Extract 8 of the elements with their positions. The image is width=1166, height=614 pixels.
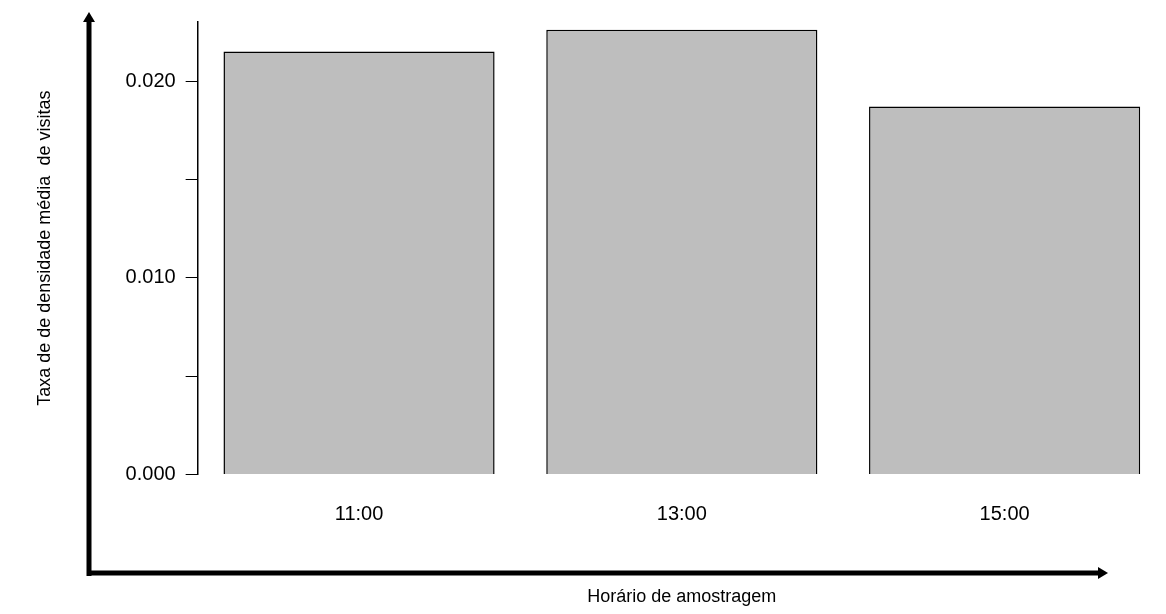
- x-tick-label: 11:00: [334, 501, 384, 524]
- x-axis-title: Horário de amostragem: [587, 586, 777, 607]
- x-tick-label: 13:00: [656, 501, 707, 524]
- y-axis-title: Taxa de de densidade média de visitas: [33, 90, 54, 406]
- y-tick-label: 0.000: [125, 461, 176, 484]
- x-tick-label: 15:00: [979, 501, 1030, 524]
- y-tick-label: 0.020: [125, 68, 176, 91]
- y-tick-label: 0.010: [125, 265, 176, 288]
